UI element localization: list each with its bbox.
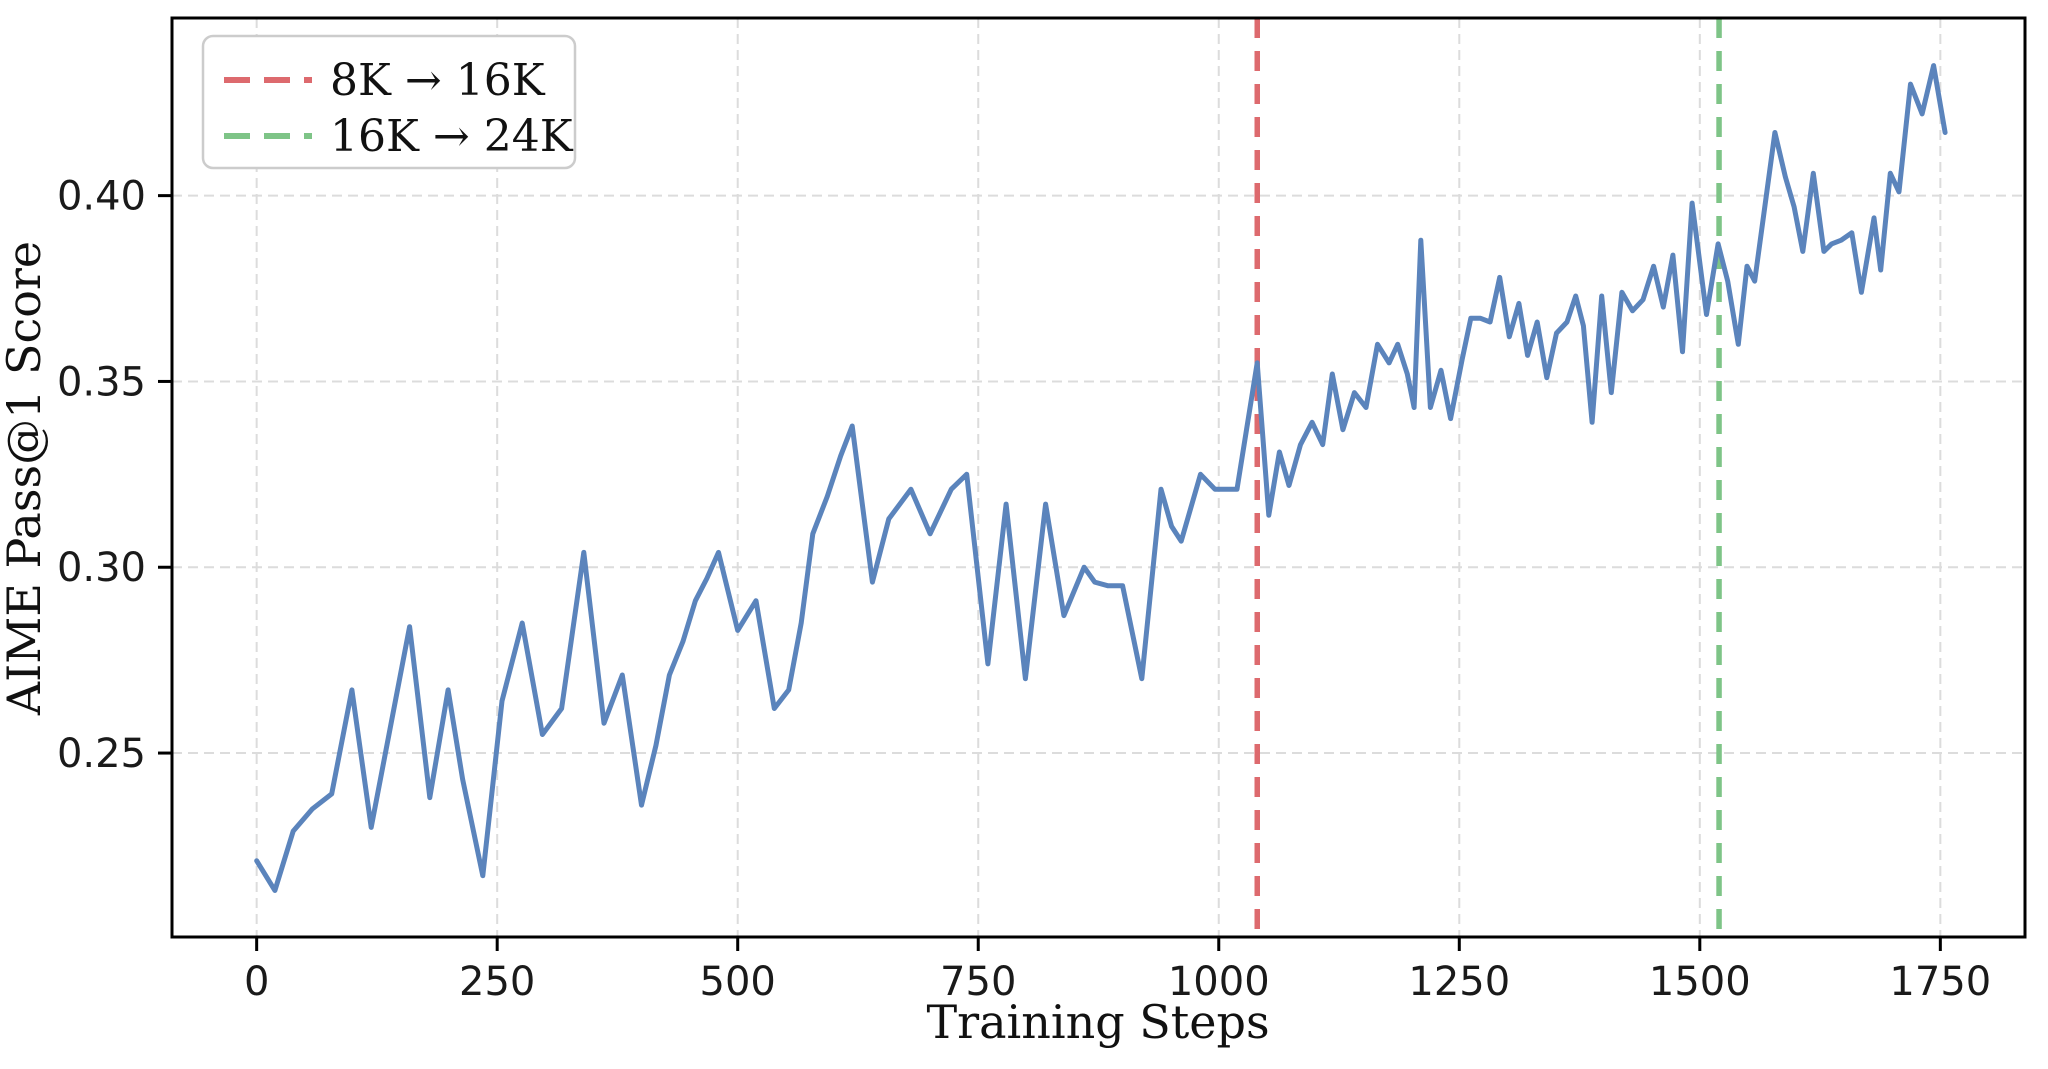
plot-frame [170, 16, 2027, 939]
x-tick-label: 1750 [1889, 959, 1991, 1005]
legend-entry-label: 16K → 24K [330, 111, 574, 162]
score-line [254, 63, 1948, 893]
x-tick-label: 250 [459, 959, 535, 1005]
tick-layer [158, 194, 1942, 951]
tick-label-layer: 0 250 500 750 1000 1250 1500 1750 0.25 0.30 0.35 0.… [57, 174, 1991, 1005]
x-tick-label: 0 [244, 959, 269, 1005]
vline-layer [1254, 18, 1722, 937]
series-layer [254, 63, 1948, 893]
x-axis-label: Training Steps [926, 995, 1269, 1049]
y-tick-label: 0.30 [57, 545, 146, 591]
x-tick-label: 1000 [1168, 959, 1270, 1005]
y-axis-label: AIME Pass@1 Score [0, 241, 51, 716]
x-tick-label: 500 [700, 959, 776, 1005]
y-tick-label: 0.40 [57, 174, 146, 220]
grid-layer [172, 18, 2025, 937]
legend-entry-label: 8K → 16K [330, 55, 546, 106]
x-tick-label: 750 [940, 959, 1016, 1005]
legend-box [201, 34, 577, 170]
y-tick-label: 0.25 [57, 731, 146, 777]
x-tick-label: 1250 [1408, 959, 1510, 1005]
x-tick-label: 1500 [1649, 959, 1751, 1005]
y-tick-label: 0.35 [57, 359, 146, 405]
